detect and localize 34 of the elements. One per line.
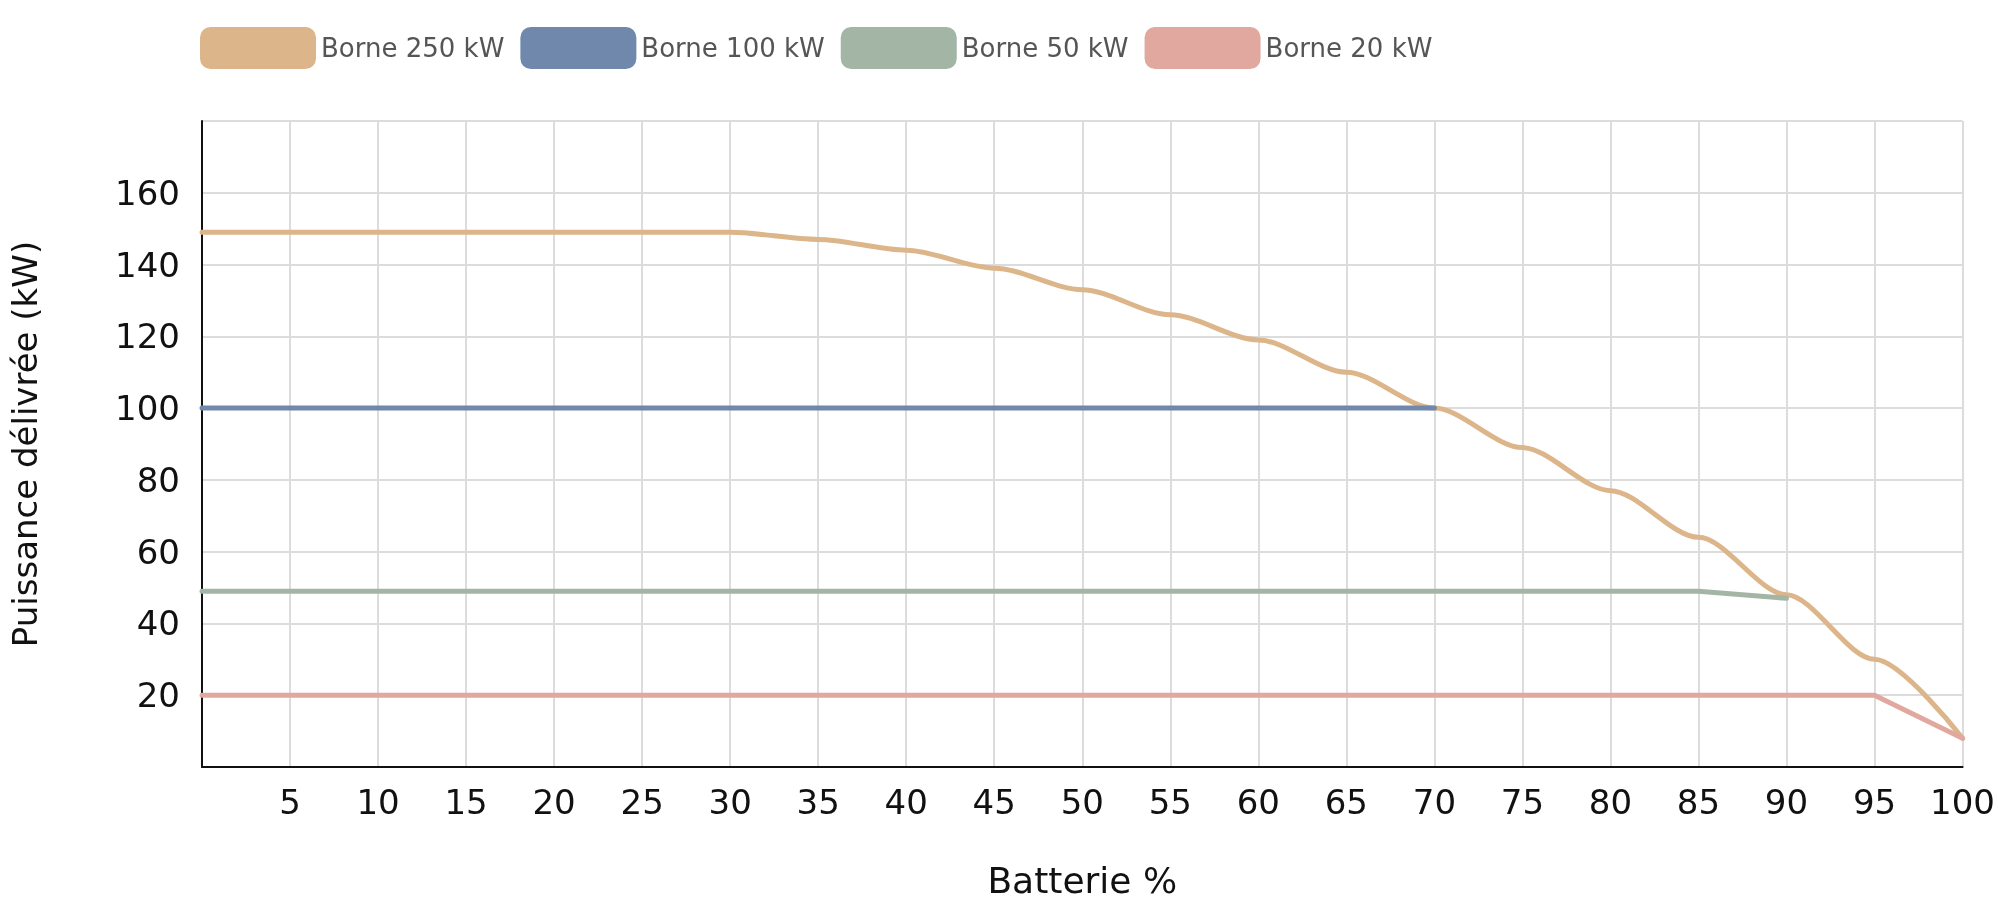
y-tick-label: 160 (115, 172, 180, 213)
y-axis-title: Puissance délivrée (kW) (5, 240, 45, 648)
x-tick-label: 30 (708, 782, 752, 822)
x-tick-label: 10 (356, 782, 400, 822)
x-tick-label: 35 (796, 782, 840, 822)
x-tick-label: 100 (1930, 782, 1996, 822)
x-tick-label: 50 (1060, 782, 1104, 822)
x-tick-label: 65 (1324, 782, 1368, 822)
x-tick-label: 25 (620, 782, 664, 822)
y-tick-label: 120 (115, 316, 180, 357)
x-tick-label: 5 (279, 782, 301, 822)
legend-label: Borne 250 kW (321, 33, 505, 63)
x-tick-label: 90 (1764, 782, 1809, 822)
x-tick-label: 15 (444, 782, 488, 822)
x-tick-label: 20 (532, 782, 576, 822)
y-tick-label: 80 (136, 459, 180, 500)
x-tick-label: 80 (1588, 782, 1633, 822)
x-tick-label: 40 (884, 782, 928, 822)
x-tick-label: 75 (1500, 782, 1545, 822)
x-tick-label: 95 (1852, 782, 1897, 822)
y-tick-label: 60 (136, 531, 180, 572)
y-tick-label: 40 (136, 603, 180, 644)
legend-label: Borne 100 kW (641, 33, 825, 63)
x-tick-label: 85 (1676, 782, 1721, 822)
legend-label: Borne 20 kW (1265, 33, 1433, 63)
x-axis-title: Batterie % (987, 859, 1178, 901)
x-tick-label: 55 (1148, 782, 1192, 822)
x-tick-label: 45 (972, 782, 1016, 822)
y-tick-label: 20 (136, 675, 180, 716)
legend-label: Borne 50 kW (961, 33, 1129, 63)
y-tick-label: 100 (115, 388, 180, 429)
x-tick-label: 70 (1412, 782, 1457, 822)
y-tick-label: 140 (115, 244, 180, 285)
x-tick-label: 60 (1236, 782, 1280, 822)
